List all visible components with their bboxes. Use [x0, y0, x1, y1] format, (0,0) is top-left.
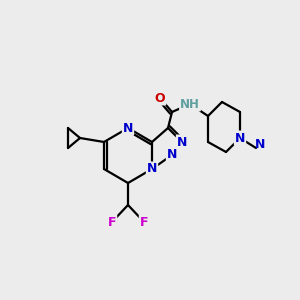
Text: N: N: [177, 136, 187, 148]
Text: N: N: [147, 163, 157, 176]
Text: F: F: [108, 215, 116, 229]
Text: F: F: [140, 215, 148, 229]
Text: N: N: [235, 131, 245, 145]
Text: N: N: [255, 137, 265, 151]
Text: N: N: [123, 122, 133, 134]
Text: N: N: [167, 148, 177, 161]
Text: O: O: [155, 92, 165, 104]
Text: NH: NH: [180, 98, 200, 110]
